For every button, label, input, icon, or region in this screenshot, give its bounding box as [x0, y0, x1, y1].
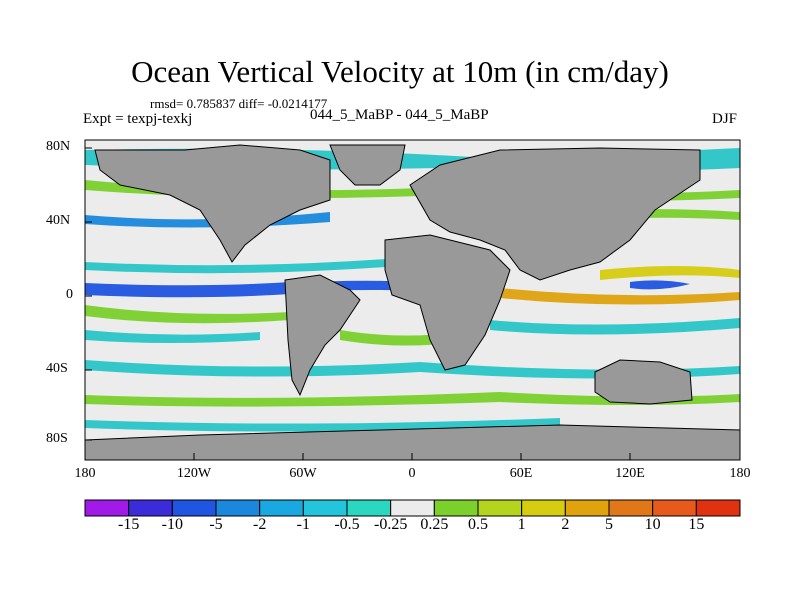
- x-tick-label: 60E: [509, 466, 533, 481]
- colorbar-swatch: [477, 499, 523, 517]
- colorbar-swatch: [652, 499, 697, 517]
- comparison-label: 044_5_MaBP - 044_5_MaBP: [310, 107, 489, 123]
- x-tick-label: 120W: [176, 466, 212, 481]
- colorbar-label: -0.25: [373, 516, 408, 533]
- season-label: DJF: [712, 111, 738, 127]
- colorbar-label: 0.5: [468, 516, 488, 533]
- landmass-south-america: [284, 274, 361, 397]
- x-tick-label: 120E: [615, 466, 645, 481]
- colorbar-label: 5: [605, 516, 613, 533]
- colorbar-label: -5: [209, 516, 223, 533]
- colorbar-swatch: [302, 499, 348, 517]
- colorbar-swatch: [215, 499, 261, 517]
- land-masses: [84, 144, 741, 461]
- colorbar-label: 1: [517, 516, 526, 533]
- colorbar-swatch: [608, 499, 654, 517]
- colorbar-swatch: [695, 499, 741, 517]
- colorbar-label: -10: [161, 516, 183, 533]
- y-tick-label: 80N: [46, 139, 71, 154]
- colorbar-label: -2: [252, 516, 267, 533]
- colorbar-label: 2: [561, 516, 570, 533]
- y-tick-label: 80S: [46, 431, 68, 446]
- colorbar-swatch: [259, 499, 304, 517]
- x-tick-label: 0: [408, 466, 416, 481]
- colorbar-label: 0.25: [420, 516, 449, 533]
- colorbar-swatch: [390, 499, 435, 517]
- colorbar-swatch: [128, 499, 173, 517]
- colorbar-label: 10: [644, 516, 661, 533]
- y-tick-label: 40S: [46, 361, 68, 376]
- x-tick-label: 180: [729, 466, 751, 481]
- x-tick-label: 60W: [289, 466, 317, 481]
- colorbar-label: -15: [117, 516, 140, 533]
- y-tick-label: 0: [66, 287, 73, 302]
- colorbar: [84, 499, 741, 517]
- colorbar-label: -0.5: [334, 516, 360, 533]
- x-tick-label: 180: [74, 466, 96, 481]
- colorbar-swatch: [564, 499, 610, 517]
- landmass-australia: [594, 359, 693, 405]
- landmass-eurasia: [409, 147, 701, 281]
- landmass-africa: [384, 234, 511, 371]
- y-tick-label: 40N: [46, 213, 71, 228]
- landmass-north-america: [94, 144, 331, 263]
- colorbar-label: 15: [688, 516, 705, 533]
- colorbar-swatch: [433, 499, 479, 517]
- stats-text: rmsd= 0.785837 diff= -0.0214177: [150, 96, 328, 111]
- colorbar-swatch: [346, 499, 392, 517]
- colorbar-swatch: [521, 499, 566, 517]
- experiment-label: Expt = texpj-texkj: [83, 111, 193, 127]
- colorbar-swatch: [171, 499, 217, 517]
- colorbar-label: -1: [296, 516, 310, 533]
- y-ticks: [85, 147, 92, 441]
- landmass-greenland: [329, 144, 406, 186]
- map-title: Ocean Vertical Velocity at 10m (in cm/da…: [131, 54, 669, 89]
- map-panel: [84, 139, 741, 461]
- colorbar-swatch: [84, 499, 130, 517]
- x-ticks: [84, 453, 741, 460]
